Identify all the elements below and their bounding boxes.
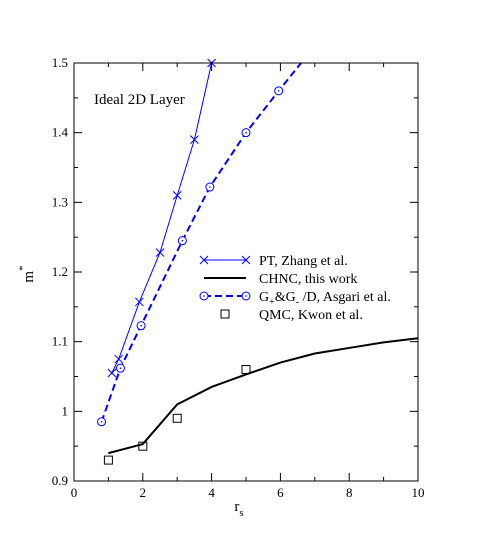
data-point-x-marker [172, 191, 182, 200]
plot-frame [73, 62, 419, 482]
legend-label-qmc: QMC, Kwon et al. [259, 308, 363, 323]
data-point-circle-dot [100, 420, 103, 423]
y-tick-label: 0.9 [52, 473, 68, 488]
x-tick-label: 8 [346, 485, 353, 500]
x-tick-label: 10 [412, 485, 425, 500]
data-point-circle-dot [277, 90, 280, 92]
legend-x-marker-right [241, 255, 251, 265]
annotation-label: Ideal 2D Layer [94, 92, 185, 108]
y-axis-label: m* [17, 265, 37, 282]
x-axis-label-subscript: s [239, 507, 243, 519]
y-tick-label: 1.2 [52, 264, 68, 279]
y-tick-label: 1.4 [52, 125, 69, 140]
marker-layer [97, 58, 284, 465]
legend-entry-qmc: QMC, Kwon et al. [220, 308, 363, 323]
y-tick-label: 1.3 [52, 194, 68, 209]
legend-label-pt: PT, Zhang et al. [259, 254, 348, 269]
data-point-circle-dot [140, 324, 142, 327]
data-point-circle-dot [119, 367, 122, 369]
data-point-square-marker [138, 441, 148, 451]
y-axis-label-superscript: * [17, 265, 29, 271]
tick-layer: 0 2 4 6 8 10 0.9 1 1.1 1.2 1.3 1.4 1.5 [52, 55, 425, 500]
y-tick-label: 1.1 [52, 334, 68, 349]
data-point-circle-dot [181, 239, 184, 242]
data-point-square-marker [172, 413, 182, 423]
y-axis-label-main: m [21, 271, 37, 283]
legend-square-marker [220, 309, 230, 319]
svg-text:m*: m* [17, 265, 37, 282]
data-point-x-marker [135, 297, 144, 307]
legend-entry-chnc: CHNC, this work [204, 272, 357, 287]
legend-x-marker-left [199, 255, 209, 265]
data-point-x-marker [190, 135, 199, 144]
data-point-x-marker [107, 368, 117, 378]
data-point-x-marker [155, 248, 165, 257]
series-line-2 [100, 63, 302, 423]
legend-entry-pt: PT, Zhang et al. [199, 254, 348, 269]
y-tick-label: 1 [62, 403, 69, 418]
y-tick-label: 1.5 [52, 55, 68, 70]
legend-entry-asgari: G+&G- /D, Asgari et al. [199, 290, 391, 308]
x-tick-label: 2 [140, 485, 147, 500]
series-line-1 [108, 337, 418, 455]
data-point-square-marker [241, 365, 251, 375]
x-tick-label: 4 [208, 485, 215, 500]
series-line-0 [111, 63, 213, 374]
legend-label-asgari: G+&G- /D, Asgari et al. [259, 290, 391, 308]
data-point-x-marker [114, 354, 124, 364]
x-tick-label: 6 [277, 485, 284, 500]
x-axis-label: rs [234, 499, 243, 519]
legend: PT, Zhang et al. CHNC, this work G+&G- /… [199, 254, 391, 323]
legend-label-chnc: CHNC, this work [259, 272, 357, 287]
data-point-circle-dot [209, 186, 211, 188]
data-point-square-marker [103, 455, 113, 465]
data-point-circle-dot [245, 131, 247, 134]
x-tick-label: 0 [71, 485, 78, 500]
